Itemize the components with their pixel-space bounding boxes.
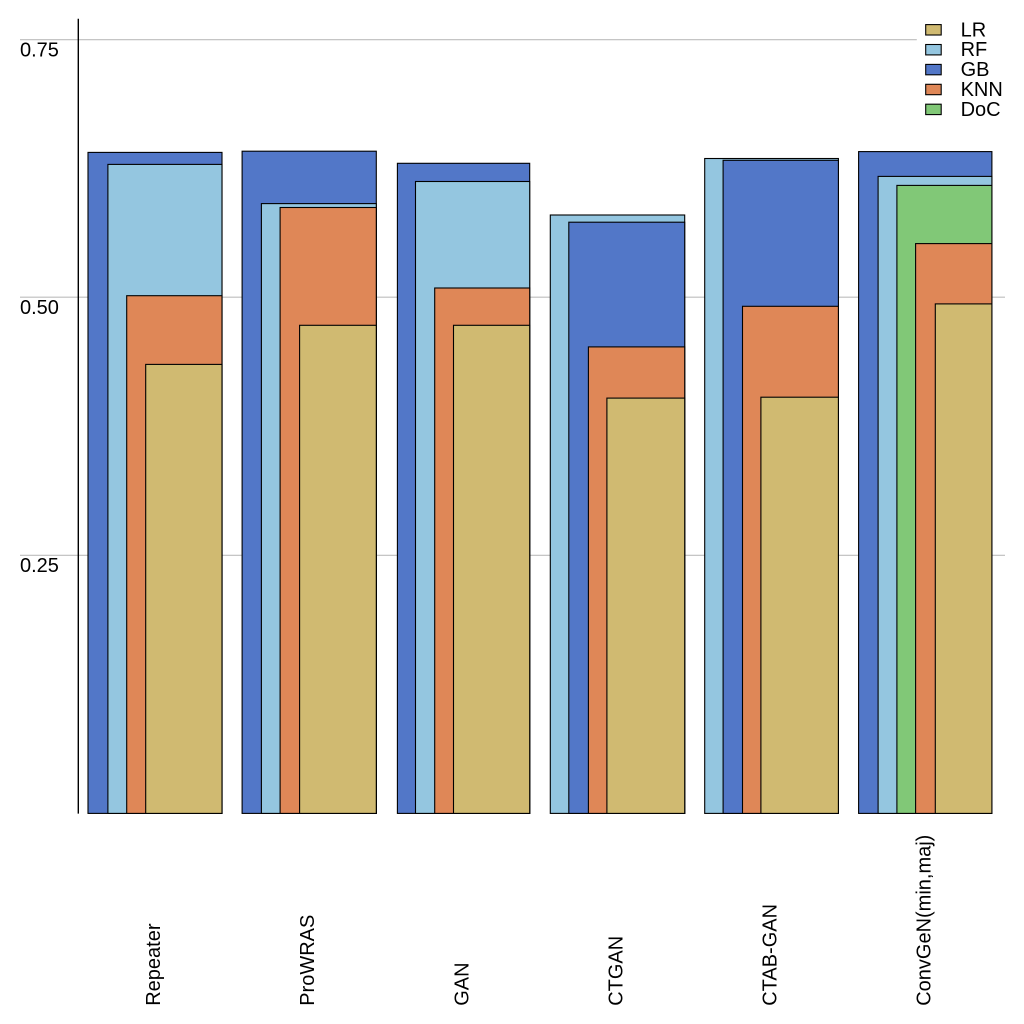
svg-text:0.50: 0.50 [20, 297, 59, 319]
svg-text:KNN: KNN [961, 79, 1003, 101]
svg-text:CTGAN: CTGAN [606, 936, 628, 1006]
svg-text:CTAB-GAN: CTAB-GAN [760, 904, 782, 1006]
svg-text:DoC: DoC [961, 99, 1001, 121]
svg-text:ProWRAS: ProWRAS [297, 915, 319, 1006]
svg-text:0.25: 0.25 [20, 555, 59, 577]
svg-text:LR: LR [961, 19, 987, 41]
svg-text:RF: RF [961, 39, 988, 61]
svg-text:GAN: GAN [452, 962, 474, 1005]
svg-text:GB: GB [961, 59, 990, 81]
svg-text:Repeater: Repeater [143, 923, 165, 1006]
svg-text:ConvGeN(min,maj): ConvGeN(min,maj) [913, 835, 935, 1006]
svg-text:0.75: 0.75 [20, 39, 59, 61]
